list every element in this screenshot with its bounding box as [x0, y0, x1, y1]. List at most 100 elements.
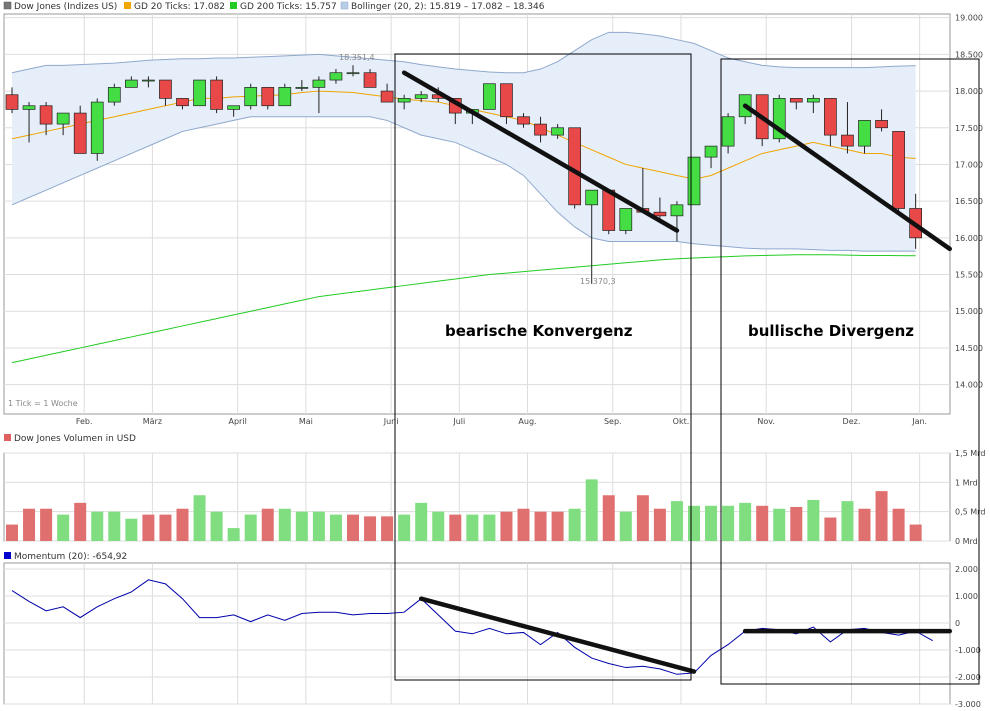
volume-bar: [347, 514, 359, 541]
volume-tick-label: 1 Mrd: [955, 478, 978, 487]
momentum-tick-label: 2.000: [955, 565, 978, 574]
x-tick-label: Aug.: [518, 417, 536, 426]
legend-volume: Dow Jones Volumen in USD: [14, 434, 136, 444]
y-tick-label: 17.500: [955, 124, 983, 133]
volume-bar: [466, 514, 479, 541]
candle-body: [806, 98, 820, 103]
volume-bar: [449, 514, 462, 541]
candle-body: [142, 79, 155, 82]
candle-body: [5, 94, 19, 110]
volume-bar: [227, 528, 240, 541]
volume-bar: [398, 514, 411, 541]
volume-bar: [636, 495, 649, 541]
price-trendline: [401, 70, 680, 233]
candle-body: [875, 120, 888, 129]
volume-bar: [670, 501, 683, 541]
volume-bar: [295, 511, 308, 541]
volume-bar: [722, 505, 735, 541]
y-tick-label: 15.000: [955, 307, 983, 316]
volume-tick-label: 0 Mrd: [955, 537, 978, 546]
candle-body: [329, 72, 343, 81]
volume-bar: [91, 511, 104, 541]
candle-body: [687, 156, 701, 206]
momentum-tick-label: -1.000: [955, 646, 981, 655]
volume-bar: [551, 511, 564, 541]
candle-body: [841, 134, 854, 147]
volume-bar: [841, 501, 854, 541]
x-tick-label: April: [229, 417, 247, 426]
candle-body: [892, 131, 905, 209]
legend-swatch-dow: [3, 1, 12, 10]
x-tick-label: Okt.: [673, 417, 690, 426]
volume-bar: [619, 511, 632, 541]
bearish-box: [394, 53, 692, 681]
volume-bar: [432, 511, 445, 541]
candle-body: [653, 211, 667, 217]
candle-body: [107, 87, 121, 103]
legend-swatch-bollinger: [340, 1, 349, 10]
legend-swatch-momentum: [4, 552, 11, 559]
volume-bar: [23, 508, 36, 541]
y-tick-label: 16.500: [955, 197, 983, 206]
y-tick-label: 14.000: [955, 381, 983, 390]
candle-body: [278, 87, 292, 107]
tick-note: 1 Tick = 1 Woche: [8, 399, 78, 408]
candle-body: [483, 83, 496, 110]
candle-body: [721, 116, 735, 147]
candle-body: [858, 120, 871, 147]
candle-body: [619, 208, 633, 231]
volume-bar: [756, 505, 769, 541]
volume-bar: [483, 514, 496, 541]
legend-swatch-gd20: [124, 2, 131, 9]
y-tick-label: 15.500: [955, 271, 983, 280]
candle-body: [159, 79, 172, 99]
volume-bar: [142, 514, 155, 541]
volume-bar: [261, 508, 274, 541]
candle-body: [261, 87, 275, 107]
volume-bar: [176, 508, 189, 541]
candle-body: [210, 79, 223, 110]
candle-body: [789, 98, 803, 103]
candle-body: [824, 98, 837, 136]
x-tick-label: Sep.: [604, 417, 622, 426]
bullish-box: [720, 58, 980, 685]
axes: 14.000 14.500 15.000 15.500 16.000 16.500 17.0…: [76, 14, 986, 709]
volume-bar: [108, 511, 121, 541]
candle-body: [90, 101, 104, 154]
volume-bar: [585, 479, 598, 541]
volume-bar: [125, 518, 138, 541]
candle-body: [414, 94, 428, 99]
legend-gd200: GD 200 Ticks: 15.757: [240, 2, 337, 12]
x-tick-label: Juni: [383, 417, 399, 426]
bollinger-upper: [11, 31, 916, 74]
volume-bar: [688, 505, 700, 541]
volume-bar: [875, 491, 888, 541]
volume-bar: [909, 524, 922, 541]
legend-swatch-gd200: [230, 2, 237, 9]
x-tick-label: Mai: [299, 417, 313, 426]
y-tick-label: 14.500: [955, 344, 983, 353]
candle-body: [551, 127, 564, 136]
volume-bar: [705, 505, 718, 541]
volume-bar: [364, 516, 377, 541]
volume-bar: [6, 524, 18, 541]
candle-body: [312, 79, 326, 88]
x-tick-label: Feb.: [76, 417, 93, 426]
volume-bar: [653, 508, 666, 541]
momentum-legend: Momentum (20): -654,92: [4, 552, 127, 562]
candle-body: [295, 87, 309, 89]
volume-bar: [739, 502, 752, 541]
candle-body: [670, 204, 684, 217]
candle-body: [346, 72, 360, 75]
volume-bar: [602, 495, 615, 541]
volume-bar: [858, 508, 871, 541]
candle-body: [176, 98, 189, 107]
volume-bar: [892, 508, 905, 541]
volume-bar: [381, 516, 394, 541]
candle-body: [244, 87, 258, 107]
legend-swatch-volume: [4, 434, 11, 441]
bearish-label: bearische Konvergenz: [445, 322, 633, 340]
volume-bar: [57, 514, 70, 541]
volume-bar: [790, 506, 803, 541]
